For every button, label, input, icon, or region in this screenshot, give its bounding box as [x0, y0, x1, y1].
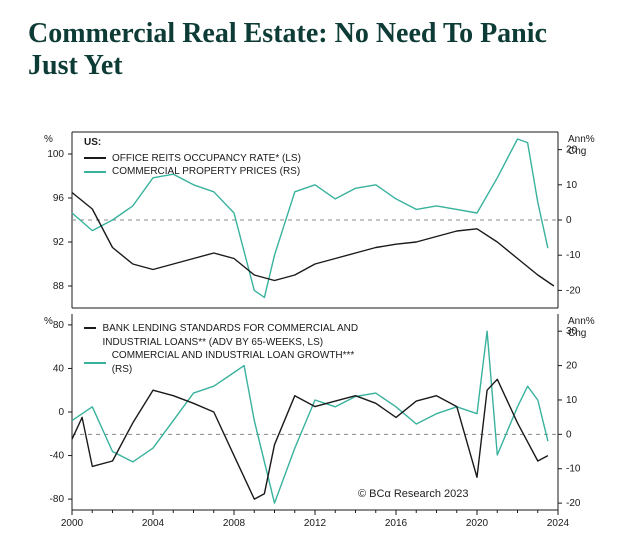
svg-text:2020: 2020: [466, 518, 489, 529]
svg-text:10: 10: [566, 180, 578, 191]
svg-text:80: 80: [53, 320, 65, 331]
source-credit: © BCα Research 2023: [358, 488, 468, 500]
legend-heading: US:: [84, 136, 301, 150]
svg-text:0: 0: [566, 215, 572, 226]
svg-text:-10: -10: [566, 250, 581, 261]
svg-text:%: %: [44, 134, 53, 145]
swatch-teal-icon: [84, 171, 106, 173]
svg-text:2024: 2024: [547, 518, 570, 529]
svg-text:-10: -10: [566, 464, 581, 475]
svg-text:-20: -20: [566, 498, 581, 509]
svg-text:96: 96: [53, 193, 65, 204]
svg-text:40: 40: [53, 363, 65, 374]
page-title: Commercial Real Estate: No Need To Panic…: [28, 18, 602, 82]
legend-bottom-item-2: COMMERCIAL AND INDUSTRIAL LOAN GROWTH***…: [84, 349, 374, 376]
legend-top: US: OFFICE REITS OCCUPANCY RATE* (LS) CO…: [84, 136, 301, 179]
svg-text:-40: -40: [50, 451, 65, 462]
svg-text:%: %: [44, 316, 53, 327]
swatch-teal-icon: [84, 362, 106, 364]
legend-top-label-1: OFFICE REITS OCCUPANCY RATE* (LS): [112, 152, 301, 166]
svg-text:Ann%: Ann%: [568, 316, 595, 327]
svg-text:Ann%: Ann%: [568, 134, 595, 145]
legend-top-item-1: OFFICE REITS OCCUPANCY RATE* (LS): [84, 152, 301, 166]
svg-text:2008: 2008: [223, 518, 246, 529]
svg-text:Chg: Chg: [568, 328, 586, 339]
swatch-dark-icon: [84, 157, 106, 159]
svg-text:Chg: Chg: [568, 146, 586, 157]
svg-text:20: 20: [566, 361, 578, 372]
svg-text:92: 92: [53, 237, 65, 248]
svg-text:0: 0: [566, 429, 572, 440]
legend-bottom-label-1: BANK LENDING STANDARDS FOR COMMERCIAL AN…: [102, 322, 374, 349]
svg-text:2000: 2000: [61, 518, 84, 529]
svg-text:2004: 2004: [142, 518, 165, 529]
legend-bottom-item-1: BANK LENDING STANDARDS FOR COMMERCIAL AN…: [84, 322, 374, 349]
svg-text:0: 0: [58, 407, 64, 418]
svg-text:2012: 2012: [304, 518, 327, 529]
legend-top-label-2: COMMERCIAL PROPERTY PRICES (RS): [112, 165, 300, 179]
legend-bottom: BANK LENDING STANDARDS FOR COMMERCIAL AN…: [84, 322, 374, 376]
legend-top-item-2: COMMERCIAL PROPERTY PRICES (RS): [84, 165, 301, 179]
svg-text:-20: -20: [566, 285, 581, 296]
svg-text:100: 100: [47, 149, 64, 160]
svg-text:88: 88: [53, 281, 65, 292]
legend-bottom-label-2: COMMERCIAL AND INDUSTRIAL LOAN GROWTH***…: [112, 349, 374, 376]
swatch-dark-icon: [84, 327, 96, 329]
svg-text:-80: -80: [50, 494, 65, 505]
svg-text:2016: 2016: [385, 518, 408, 529]
chart-panel: 889296100-20-1001020%Ann%Chg-80-4004080-…: [28, 130, 602, 532]
svg-text:10: 10: [566, 395, 578, 406]
